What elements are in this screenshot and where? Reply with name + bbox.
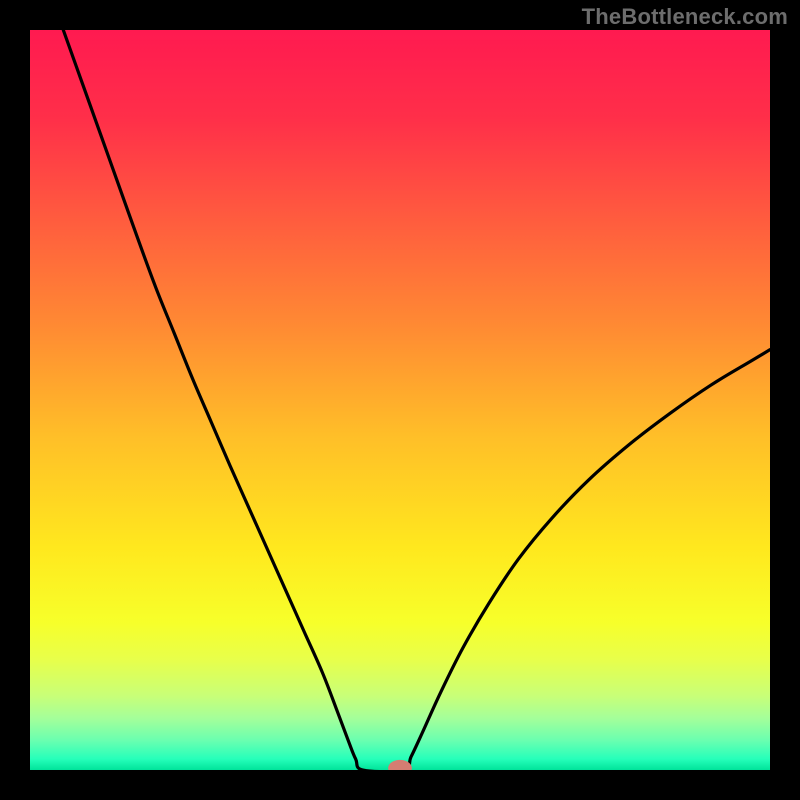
chart-frame: TheBottleneck.com [0, 0, 800, 800]
bottleneck-chart [0, 0, 800, 800]
watermark-text: TheBottleneck.com [582, 4, 788, 30]
gradient-background [30, 30, 770, 770]
